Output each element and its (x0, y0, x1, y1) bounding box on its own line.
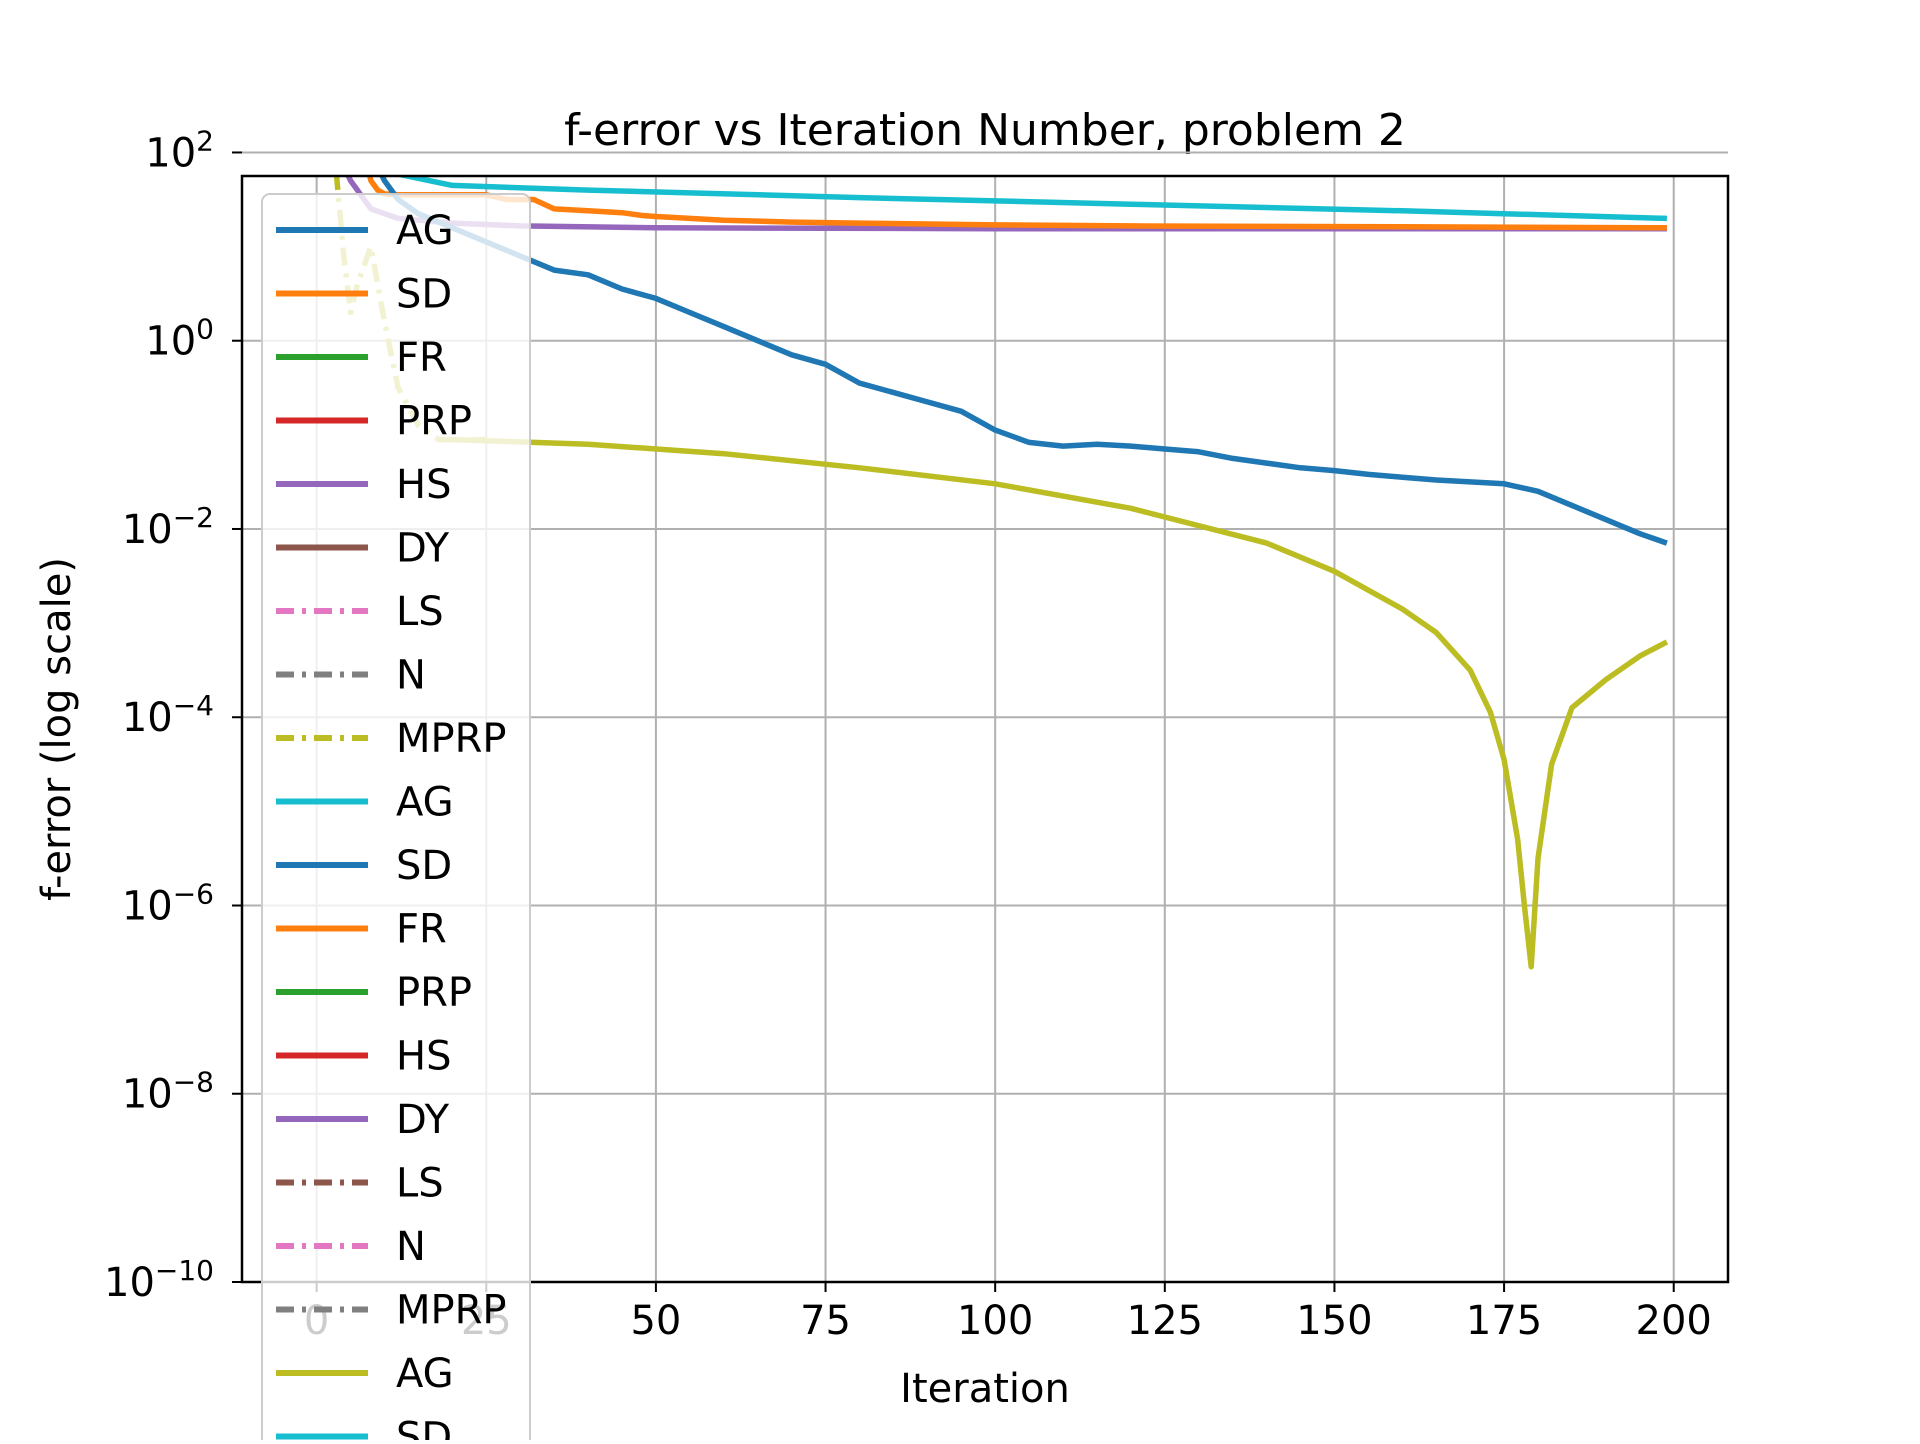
legend-label: PRP (396, 399, 472, 445)
x-tick-label: 100 (957, 1298, 1033, 1344)
legend-box (261, 193, 531, 1444)
legend-label: MPRP (396, 716, 507, 762)
x-tick-label: 200 (1636, 1298, 1712, 1344)
y-tick-label: 10−8 (122, 1065, 214, 1118)
legend-label: DY (396, 1097, 450, 1143)
legend-label: AG (396, 1351, 454, 1397)
legend-label: SD (396, 1415, 452, 1441)
legend-label: SD (396, 843, 452, 889)
chart-title: f-error vs Iteration Number, problem 2 (564, 105, 1406, 156)
legend-label: FR (396, 335, 447, 381)
legend-label: N (396, 1224, 426, 1270)
legend-label: PRP (396, 970, 472, 1016)
legend-label: N (396, 653, 426, 699)
legend-label: DY (396, 526, 450, 572)
x-tick-label: 150 (1296, 1298, 1372, 1344)
x-tick-label: 75 (800, 1298, 851, 1344)
legend-label: LS (396, 1161, 444, 1207)
legend-label: LS (396, 589, 444, 635)
grid (242, 151, 1728, 1283)
series-line-6 (393, 176, 1667, 222)
x-tick-label: 125 (1127, 1298, 1203, 1344)
y-tick-label: 10−2 (122, 500, 214, 553)
y-tick-label: 102 (145, 124, 214, 177)
legend-label: AG (396, 208, 454, 254)
axis-ticks: 025507510012515017520010210010−210−410−6… (104, 124, 1712, 1344)
legend-label: HS (396, 1034, 451, 1080)
y-axis-label: f-error (log scale) (34, 557, 80, 901)
legend-label: MPRP (396, 1288, 507, 1334)
legend: AG SD FR PRP HS DY LS N MPRP AG SD FR PRP HS DY LS N MPRP… (261, 193, 531, 1444)
legend-label: HS (396, 462, 451, 508)
x-tick-label: 175 (1466, 1298, 1542, 1344)
y-tick-label: 10−10 (104, 1254, 214, 1307)
legend-label: FR (396, 907, 447, 953)
legend-label: AG (396, 780, 454, 826)
plot-frame (240, 174, 1730, 1284)
series-line-10 (452, 436, 1669, 970)
y-tick-label: 10−4 (122, 689, 214, 742)
legend-label: SD (396, 272, 452, 318)
x-axis-label: Iteration (900, 1366, 1070, 1412)
y-tick-label: 10−6 (122, 877, 214, 930)
x-tick-label: 50 (630, 1298, 681, 1344)
y-tick-label: 100 (145, 312, 214, 365)
